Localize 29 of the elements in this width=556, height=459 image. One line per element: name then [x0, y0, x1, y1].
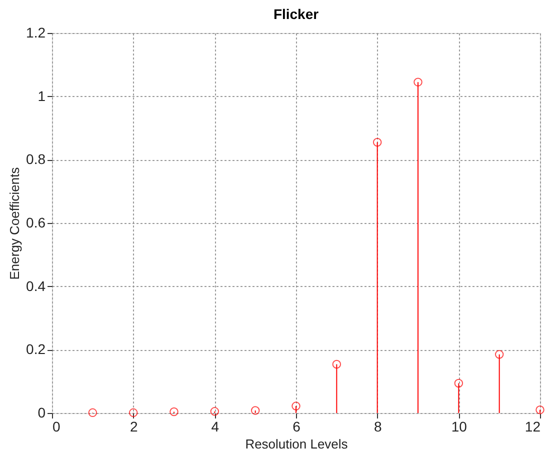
x-tick-label: 2 — [130, 418, 138, 434]
y-tick-label: 1.2 — [26, 24, 46, 40]
point — [494, 350, 504, 359]
point — [372, 138, 382, 147]
x-tick-label: 0 — [52, 418, 60, 434]
y-tick-label: 1 — [38, 88, 46, 104]
point — [88, 408, 98, 418]
y-tick-label: 0.4 — [26, 278, 46, 294]
point — [210, 407, 220, 416]
x-tick-label: 6 — [292, 418, 301, 434]
point — [128, 408, 138, 418]
y-tick-label: 0.6 — [26, 214, 46, 230]
y-tick-label: 0.8 — [26, 151, 46, 168]
chart-title: Flicker — [273, 6, 320, 22]
point — [454, 378, 464, 388]
y-tick-label: 0.2 — [26, 341, 46, 358]
x-tick-label: 10 — [451, 418, 468, 434]
x-tick-label: 12 — [524, 418, 541, 434]
point — [414, 78, 422, 86]
x-tick-label: 4 — [211, 418, 220, 434]
point — [536, 405, 544, 414]
y-axis-title: Energy Coefficients — [7, 166, 22, 280]
point — [292, 402, 300, 410]
point — [250, 406, 260, 415]
point — [170, 407, 178, 416]
y-tick-label: 0 — [38, 404, 46, 420]
point — [332, 360, 342, 369]
x-tick-label: 8 — [374, 418, 382, 434]
x-axis-title: Resolution Levels — [245, 436, 348, 452]
